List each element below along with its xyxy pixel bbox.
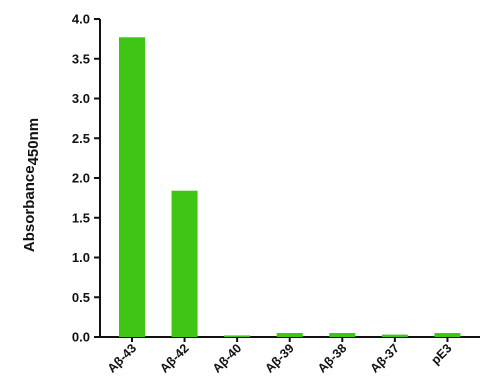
bar	[171, 190, 198, 337]
bar	[434, 333, 461, 337]
x-tick-label: Aβ-39	[262, 341, 296, 375]
x-tick-label: Aβ-40	[210, 341, 244, 375]
x-tick-label: Aβ-42	[157, 341, 191, 375]
y-axis-label-subscript: 450nm	[25, 118, 42, 166]
y-tick-label: 3.0	[72, 91, 90, 106]
bar	[119, 37, 145, 337]
x-axis	[99, 336, 480, 342]
bar	[276, 333, 303, 337]
y-axis-label-main: Absorbance	[21, 165, 38, 252]
y-tick-label: 2.5	[72, 131, 90, 146]
y-tick-labels: 0.0 0.5 1.0 1.5 2.0 2.5 3.0 3.5 4.0	[72, 12, 90, 345]
y-axis	[94, 18, 101, 338]
y-tick-label: 0.5	[72, 290, 90, 305]
x-tick-label: pE3	[428, 341, 454, 367]
y-tick-label: 4.0	[72, 12, 90, 27]
y-tick-label: 0.0	[72, 330, 90, 345]
bar	[224, 335, 251, 337]
x-tick-labels: Aβ-43 Aβ-42 Aβ-40 Aβ-39 Aβ-38 Aβ-37 pE3	[105, 341, 455, 375]
y-axis-label: Absorbance450nm	[21, 118, 42, 252]
x-tick-label: Aβ-37	[368, 341, 402, 375]
y-tick-label: 1.5	[72, 210, 90, 225]
bar	[381, 334, 408, 337]
y-tick-label: 3.5	[72, 51, 90, 66]
x-tick-label: Aβ-38	[315, 341, 349, 375]
x-tick-label: Aβ-43	[105, 341, 139, 375]
bar	[329, 333, 356, 337]
y-tick-label: 1.0	[72, 250, 90, 265]
y-tick-label: 2.0	[72, 171, 90, 186]
bars	[119, 37, 461, 337]
